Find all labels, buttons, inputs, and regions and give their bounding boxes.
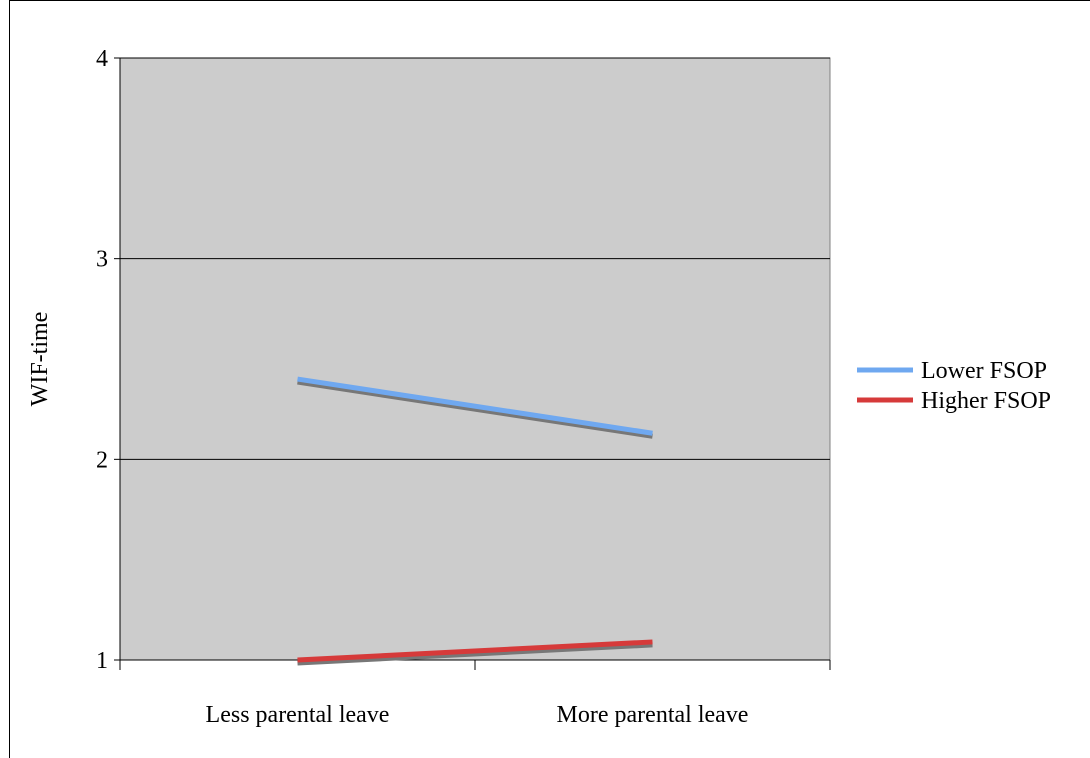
x-tick-label: Less parental leave bbox=[206, 702, 390, 728]
series-line-lower-fsop bbox=[297, 376, 653, 436]
legend-label: Higher FSOP bbox=[921, 388, 1051, 414]
series-shadow bbox=[297, 642, 653, 666]
grid-lines bbox=[120, 57, 830, 460]
series-line-higher-fsop bbox=[297, 639, 653, 663]
x-tick-label: More parental leave bbox=[557, 702, 749, 728]
series-group bbox=[297, 376, 653, 666]
chart-frame bbox=[9, 0, 1090, 758]
y-tick-label: 3 bbox=[96, 247, 108, 273]
plot-area bbox=[119, 57, 831, 661]
y-ticks: 1 2 3 4 bbox=[96, 46, 120, 674]
x-ticks: Less parental leave More parental leave bbox=[119, 660, 831, 728]
series-shadow bbox=[297, 379, 653, 439]
legend-label: Lower FSOP bbox=[921, 358, 1047, 384]
y-tick-label: 4 bbox=[96, 46, 108, 72]
legend: Lower FSOP Higher FSOP bbox=[857, 358, 1051, 414]
y-tick-label: 2 bbox=[96, 447, 108, 473]
y-axis-title: WIF-time bbox=[27, 312, 53, 407]
y-tick-label: 1 bbox=[96, 648, 108, 674]
